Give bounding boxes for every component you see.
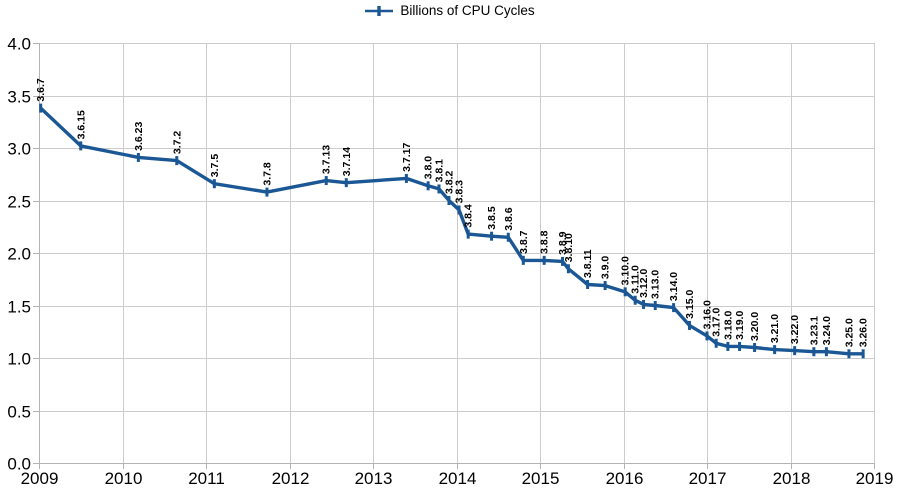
data-point-label: 3.8.3 — [454, 180, 466, 204]
data-point-label: 3.8.7 — [518, 230, 530, 254]
data-point-label: 3.8.10 — [563, 233, 575, 262]
y-axis-tick-label: 0.5 — [7, 403, 31, 422]
data-point-label: 3.24.0 — [821, 316, 833, 345]
data-point-label: 3.7.5 — [209, 154, 221, 178]
data-point-label: 3.8.4 — [463, 204, 475, 228]
data-point-label: 3.13.0 — [650, 270, 662, 299]
x-axis-tick-label: 2017 — [689, 469, 727, 488]
data-point-label: 3.8.2 — [444, 170, 456, 194]
data-point-label: 3.21.0 — [769, 314, 781, 343]
y-axis-tick-label: 1.0 — [7, 350, 31, 369]
data-point-label: 3.6.15 — [75, 110, 87, 139]
data-point-label: 3.7.17 — [401, 143, 413, 172]
data-point-label: 3.8.1 — [434, 159, 446, 183]
data-point-label: 3.12.0 — [638, 269, 650, 298]
data-point-label: 3.25.0 — [844, 318, 856, 347]
data-point-label: 3.9.0 — [600, 256, 612, 280]
y-axis-tick-label: 1.5 — [7, 298, 31, 317]
x-axis-tick-label: 2015 — [522, 469, 560, 488]
data-point-label: 3.17.0 — [711, 307, 723, 336]
data-point-label: 3.15.0 — [684, 290, 696, 319]
data-point-label: 3.14.0 — [668, 272, 680, 301]
x-axis-tick-label: 2019 — [856, 469, 894, 488]
y-axis-tick-label: 2.0 — [7, 245, 31, 264]
data-point-label: 3.6.23 — [133, 122, 145, 151]
y-axis-tick-label: 2.5 — [7, 193, 31, 212]
data-point-label: 3.7.2 — [171, 131, 183, 155]
data-point-label: 3.16.0 — [702, 300, 714, 329]
data-point-label: 3.18.0 — [722, 311, 734, 340]
y-axis-tick-label: 4.0 — [7, 35, 31, 54]
data-point-label: 3.7.8 — [262, 162, 274, 186]
data-point-label: 3.8.8 — [539, 230, 551, 254]
x-axis-tick-label: 2014 — [439, 469, 477, 488]
x-axis-tick-label: 2009 — [21, 469, 59, 488]
x-axis-tick-label: 2013 — [355, 469, 393, 488]
x-axis-tick-label: 2010 — [105, 469, 143, 488]
data-point-label: 3.20.0 — [749, 312, 761, 341]
data-point-label: 3.11.0 — [630, 265, 642, 294]
y-axis-tick-label: 0.0 — [7, 455, 31, 474]
x-axis-tick-label: 2018 — [773, 469, 811, 488]
data-point-label: 3.6.7 — [35, 78, 47, 102]
data-point-label: 3.19.0 — [734, 311, 746, 340]
line-series-marker-icon — [365, 5, 394, 16]
x-axis-tick-label: 2011 — [188, 469, 225, 488]
x-axis-tick-label: 2012 — [272, 469, 310, 488]
chart-legend: Billions of CPU Cycles — [0, 3, 899, 18]
y-axis-tick-label: 3.0 — [7, 140, 31, 159]
data-point-label: 3.8.5 — [486, 206, 498, 230]
y-axis-tick-label: 3.5 — [7, 88, 31, 107]
legend-label: Billions of CPU Cycles — [400, 3, 535, 18]
x-axis-tick-label: 2016 — [606, 469, 644, 488]
data-point-label: 3.26.0 — [858, 318, 870, 347]
data-point-label: 3.8.11 — [582, 249, 594, 278]
data-point-label: 3.8.0 — [423, 156, 435, 180]
data-point-label: 3.10.0 — [620, 256, 632, 285]
data-point-label: 3.8.9 — [557, 231, 569, 255]
data-point-label: 3.7.14 — [341, 147, 353, 176]
data-point-label: 3.22.0 — [789, 315, 801, 344]
data-point-label: 3.8.6 — [503, 207, 515, 231]
data-point-label: 3.23.1 — [808, 316, 820, 345]
data-point-label: 3.7.13 — [321, 145, 333, 174]
